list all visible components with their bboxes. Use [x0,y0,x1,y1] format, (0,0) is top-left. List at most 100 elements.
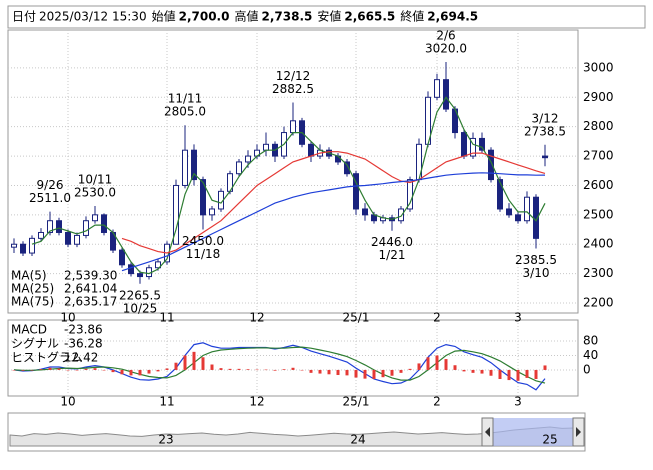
histogram-bar [282,369,286,370]
candle-body [443,79,449,110]
legend-value: 12.42 [64,351,98,365]
candle-body [479,137,485,151]
candle-body [128,264,134,275]
x-tick-label: 3 [514,311,522,325]
candle-body [434,79,440,98]
candle-body [407,179,413,210]
histogram-bar [453,365,457,370]
annotation-price: 2446.0 [371,235,413,249]
navigator-selection[interactable] [481,417,585,447]
histogram-bar [543,365,547,370]
x-tick-label: 11 [159,395,174,409]
macd-line [13,346,546,384]
y-tick-label: 2900 [583,90,614,104]
histogram-bar [273,369,277,371]
histogram-bar [372,369,376,379]
candle-body [488,149,494,181]
header-value: 2,665.5 [344,10,395,24]
histogram-bar [399,369,403,373]
legend-value: 2,641.04 [64,282,117,296]
candle-body [20,243,26,254]
x-tick-label: 3 [514,395,522,409]
histogram-bar [345,369,349,376]
histogram-bar [435,355,439,370]
y-tick-label: 2200 [583,296,614,310]
histogram-bar [309,369,313,373]
histogram-bar [336,369,340,376]
candle-body [101,214,107,233]
candle-body [542,155,548,159]
candle-body [119,249,125,266]
y-tick-label: 2500 [583,207,614,221]
histogram-bar [93,368,97,370]
x-tick-label: 12 [249,311,264,325]
histogram-bar [138,369,142,376]
candle-body [398,208,404,222]
histogram-bar [480,369,484,374]
histogram-bar [246,369,250,370]
histogram-bar [48,367,52,370]
histogram-bar [210,364,214,370]
y-tick-label: 2600 [583,178,614,192]
candle-body [200,179,206,216]
candle-body [209,208,215,216]
histogram-bar [462,369,466,372]
candle-body [83,220,89,236]
histogram-bar [354,369,358,378]
histogram-bar [300,369,304,371]
candle-body [182,149,188,186]
histogram-bar [318,369,322,374]
histogram-bar [381,369,385,378]
histogram-bar [525,369,529,378]
legend-value: -36.28 [64,337,103,351]
histogram-bar [39,369,43,370]
header-value: 2,700.0 [179,10,230,24]
histogram-bar [291,367,295,370]
navigator-label: 25 [542,433,557,447]
annotation-date: 12/12 [276,69,311,83]
candle-body [245,155,251,163]
y-tick-label: 2800 [583,119,614,133]
histogram-bar [219,368,223,370]
histogram-bar [84,368,88,370]
histogram-bar [471,369,475,373]
annotation-date: 3/12 [532,111,559,125]
candle-body [515,214,521,222]
y-tick-label: 2700 [583,149,614,163]
histogram-bar [426,357,430,370]
x-tick-label: 10 [60,311,75,325]
histogram-bar [66,369,70,371]
y-tick-label: 2400 [583,237,614,251]
histogram-bar [498,369,502,379]
annotation-price: 2738.5 [524,124,566,138]
annotation-date: 2/6 [436,29,455,43]
histogram-bar [102,369,106,371]
x-tick-label: 25/1 [343,395,370,409]
y-tick-label: 3000 [583,60,614,74]
candle-body [74,234,80,245]
header-value: 2,694.5 [427,10,478,24]
candle-body [65,231,71,245]
y-tick-label: 80 [583,333,598,347]
candle-body [308,143,314,157]
histogram-bar [156,369,160,372]
annotation-price: 2882.5 [272,82,314,96]
candle-body [56,220,62,233]
candle-body [353,173,359,210]
candle-body [38,231,44,239]
histogram-bar [192,351,196,370]
candle-body [362,208,368,216]
histogram-bar [201,357,205,370]
histogram-bar [390,369,394,376]
candle-body [155,261,161,269]
histogram-bar [264,369,268,371]
y-tick-label: 40 [583,348,598,362]
y-tick-label: 0 [583,362,591,376]
candle-body [236,161,242,175]
candle-body [470,137,476,157]
histogram-bar [120,369,124,375]
x-tick-label: 2 [433,395,441,409]
navigator-window[interactable] [488,418,577,446]
candle-body [290,120,296,134]
